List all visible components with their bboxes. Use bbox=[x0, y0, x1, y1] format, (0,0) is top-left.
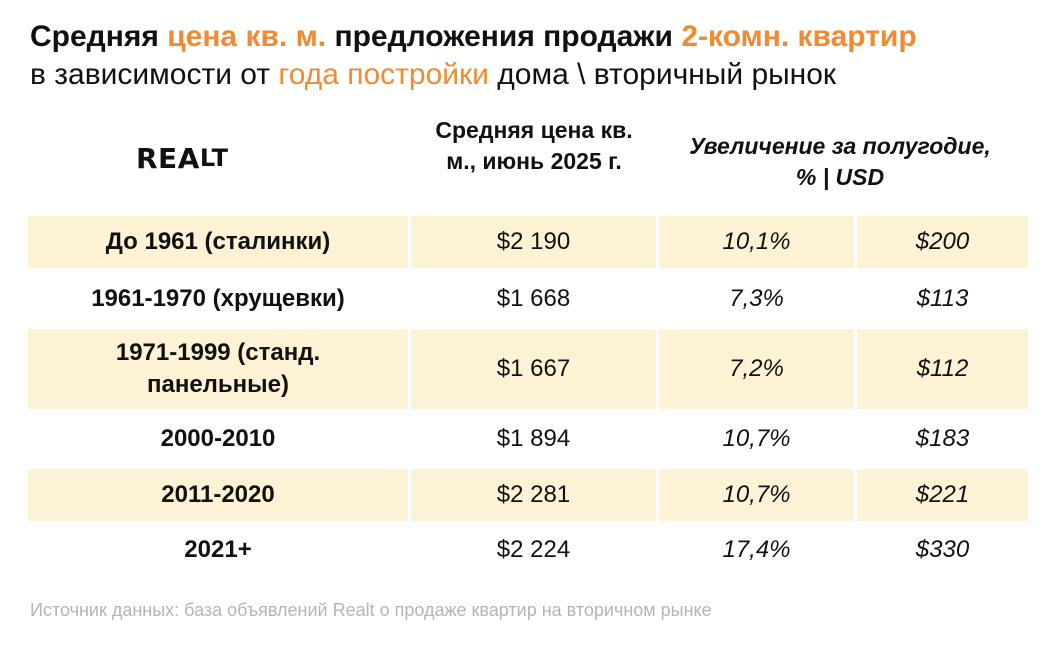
percent-cell: 10,1% bbox=[659, 216, 854, 268]
table-row: 2021+ $2 224 17,4% $330 bbox=[28, 524, 1028, 576]
realt-logo: REA LT bbox=[136, 138, 276, 178]
title-text: предложения продажи bbox=[326, 20, 682, 53]
table-row: До 1961 (сталинки) $2 190 10,1% $200 bbox=[28, 216, 1028, 268]
header-price: Средняя цена кв. м., июнь 2025 г. bbox=[435, 117, 633, 174]
price-cell: $2 190 bbox=[411, 216, 656, 268]
period-cell: 1971-1999 (станд. панельные) bbox=[28, 329, 408, 409]
price-cell: $1 894 bbox=[496, 425, 571, 452]
header-increase: Увеличение за полугодие, % | USD bbox=[689, 133, 991, 190]
title-text: Средняя bbox=[30, 20, 168, 53]
price-cell: $2 281 bbox=[411, 469, 656, 521]
percent-cell: 7,2% bbox=[659, 329, 854, 409]
usd-cell: $200 bbox=[857, 216, 1028, 268]
period-cell: 2021+ bbox=[184, 536, 252, 563]
title-line-1: Средняя цена кв. м. предложения продажи … bbox=[30, 18, 1040, 56]
usd-cell: $112 bbox=[857, 329, 1028, 409]
period-cell: 1961-1970 (хрущевки) bbox=[91, 284, 345, 312]
price-cell: $1 667 bbox=[411, 329, 656, 409]
period-cell: 2000-2010 bbox=[160, 425, 276, 452]
title-text: дома \ вторичный рынок bbox=[488, 58, 837, 91]
title-accent: 2-комн. квартир bbox=[681, 20, 917, 53]
table-row: 1971-1999 (станд. панельные) $1 667 7,2%… bbox=[28, 329, 1028, 409]
usd-cell: $221 bbox=[857, 469, 1028, 521]
table-row: 1961-1970 (хрущевки) $1 668 7,3% $113 bbox=[28, 271, 1028, 326]
source-note: Источник данных: база объявлений Realt о… bbox=[30, 600, 712, 620]
usd-cell: $330 bbox=[915, 536, 970, 563]
table-row: 2011-2020 $2 281 10,7% $221 bbox=[28, 469, 1028, 521]
percent-cell: 17,4% bbox=[722, 536, 791, 563]
usd-cell: $113 bbox=[916, 284, 969, 312]
period-cell: 2011-2020 bbox=[28, 469, 408, 521]
title-text: в зависимости от bbox=[30, 58, 279, 91]
logo-text-main: REA bbox=[136, 141, 200, 175]
percent-cell: 7,3% bbox=[729, 284, 784, 312]
data-table: До 1961 (сталинки) $2 190 10,1% $200 196… bbox=[28, 216, 1028, 579]
percent-cell: 10,7% bbox=[659, 469, 854, 521]
percent-cell: 10,7% bbox=[722, 425, 791, 452]
title-accent: года постройки bbox=[278, 58, 489, 91]
logo-text-small: LT bbox=[199, 144, 229, 172]
table-row: 2000-2010 $1 894 10,7% $183 bbox=[28, 412, 1028, 466]
period-cell: До 1961 (сталинки) bbox=[28, 216, 408, 268]
price-cell: $1 668 bbox=[496, 284, 571, 312]
title-accent: цена кв. м. bbox=[167, 20, 327, 53]
chart-title: Средняя цена кв. м. предложения продажи … bbox=[30, 18, 1040, 94]
price-cell: $2 224 bbox=[496, 536, 571, 563]
title-line-2: в зависимости от года постройки дома \ в… bbox=[30, 56, 1040, 94]
usd-cell: $183 bbox=[915, 425, 970, 452]
